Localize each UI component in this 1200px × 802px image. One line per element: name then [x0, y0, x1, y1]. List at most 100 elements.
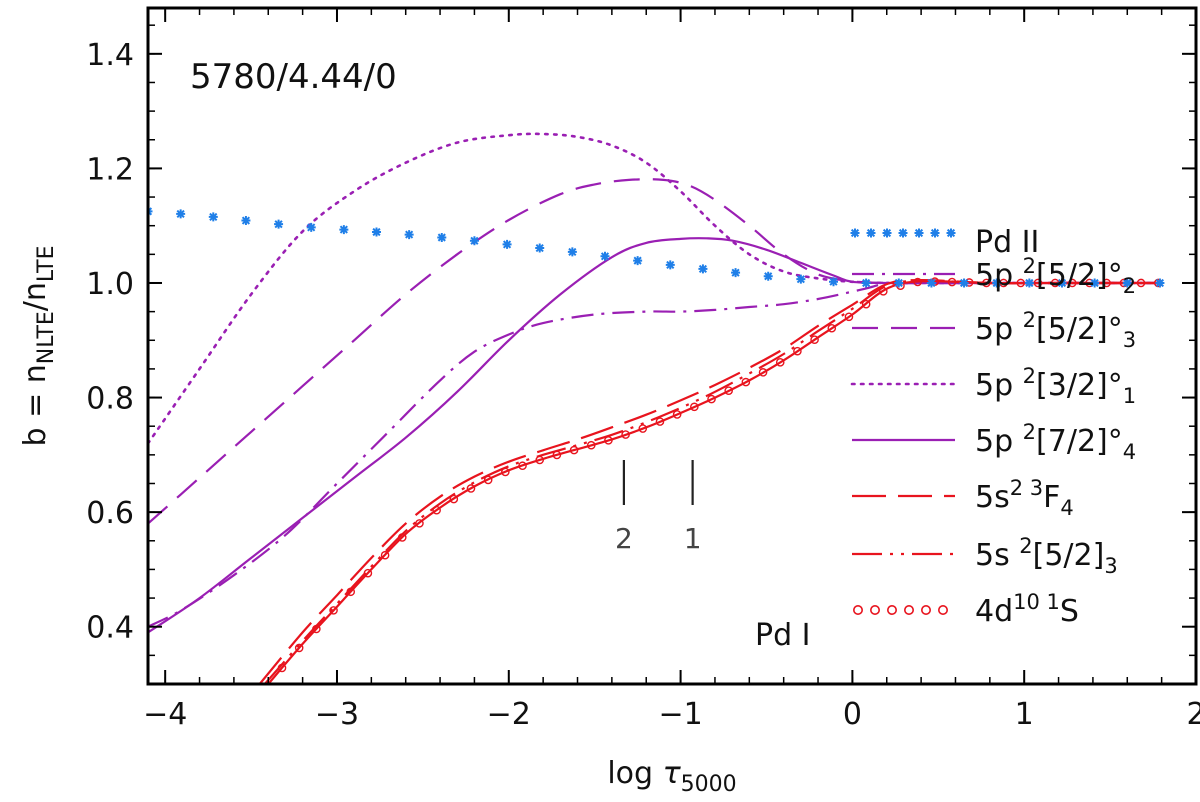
legend-label-part: 2	[1023, 364, 1036, 388]
legend-sample-circle	[903, 604, 914, 615]
pd2-data-point	[404, 230, 414, 240]
ground-state-point	[1068, 278, 1077, 288]
ground-state-point	[518, 461, 527, 471]
legend-label-part: 10 1	[1013, 590, 1060, 614]
ground-state-point	[707, 394, 716, 404]
legend-sample-circle	[852, 604, 863, 615]
y-tick-label: 0.8	[86, 382, 134, 417]
pd2-data-point	[1024, 278, 1034, 288]
x-tick-label: 2	[1186, 697, 1200, 732]
ground-state-point	[277, 663, 287, 673]
legend-sample-asterisk	[850, 228, 860, 238]
legend-sample-asterisk	[866, 228, 876, 238]
pd2-data-point	[274, 219, 284, 229]
ground-state-point	[380, 550, 390, 560]
ground-state-point	[844, 312, 854, 322]
legend-label-part: 2	[1123, 274, 1136, 298]
y-tick-label: 0.6	[86, 496, 134, 531]
legend-sample-circle	[937, 604, 948, 615]
y-axis-label: b = nNLTE/nLTE	[18, 246, 59, 447]
ground-state-point	[329, 606, 338, 615]
ground-state-point	[466, 484, 476, 493]
legend-label-part: 3	[1123, 328, 1136, 352]
ground-state-point	[604, 436, 613, 445]
series-4	[258, 278, 1162, 684]
y-axis-label-sub2: LTE	[34, 246, 59, 283]
ground-state-point	[947, 277, 957, 287]
ground-state-point	[1033, 278, 1043, 288]
x-tick-label: 0	[843, 697, 862, 732]
ground-state-point	[501, 467, 510, 477]
legend-item: 5s 2[5/2]3	[852, 534, 1118, 578]
legend-sample-circle	[886, 604, 897, 615]
legend-label-part: [5/2]	[1033, 538, 1105, 573]
ground-state-point	[655, 417, 665, 426]
legend-label-part: 2 3	[1010, 476, 1043, 500]
ground-state-point	[363, 568, 373, 578]
pd2-data-point	[567, 247, 577, 257]
ground-state-point	[672, 410, 682, 419]
legend-label-part: 1	[1123, 384, 1136, 408]
ground-state-point	[1016, 278, 1026, 288]
legend-item: 5p 2[7/2]°4	[852, 420, 1136, 464]
legend-label-part: [5/2]°	[1036, 258, 1123, 293]
legend-item: 5p 2[5/2]°2	[852, 254, 1136, 298]
pd2-data-point	[796, 274, 806, 284]
legend-label-part: [7/2]°	[1036, 424, 1123, 459]
legend-label-part: 2	[1019, 534, 1032, 558]
y-tick-label: 0.4	[86, 611, 134, 646]
pd2-data-point	[861, 278, 871, 288]
ground-state-point	[552, 450, 562, 460]
legend-label-part: F	[1043, 480, 1060, 515]
legend-label-part: S	[1060, 594, 1079, 629]
legend-sample-asterisk	[898, 228, 908, 238]
pd2-data-point	[371, 227, 381, 237]
pd2-data-point	[665, 260, 675, 270]
legend-label-part: 5p	[975, 368, 1023, 403]
legend-label: 5p 2[7/2]°4	[975, 420, 1136, 464]
y-axis-label-prefix: b = n	[18, 364, 53, 446]
ground-state-point	[483, 475, 493, 485]
ground-state-point	[449, 494, 459, 504]
pd2-data-point	[469, 236, 479, 246]
x-tick-label: −2	[487, 697, 531, 732]
ground-state-point	[638, 424, 648, 433]
pd2-data-point	[241, 216, 251, 226]
legend-sample-asterisk	[946, 228, 956, 238]
pd2-annotation: Pd II	[975, 225, 1039, 260]
tick-layer: −4 −3 −2 −1 0 1 2 0.4 0.6 0.8 1.0 1.2 1.4	[86, 8, 1200, 732]
legend-layer: 5p 2[5/2]°25p 2[5/2]°35p 2[3/2]°15p 2[7/…	[850, 228, 1136, 629]
ground-state-point	[621, 430, 630, 439]
legend-label-part: 2	[1023, 308, 1036, 332]
ground-state-point	[569, 445, 579, 455]
pd2-data-point	[926, 278, 936, 288]
ground-state-point	[346, 587, 356, 597]
legend-label: 4d10 1S	[975, 590, 1079, 629]
legend-item: 5p 2[3/2]°1	[850, 364, 1136, 408]
ground-state-point	[861, 299, 871, 309]
pd2-data-point	[1057, 278, 1067, 288]
pd1-annotation: Pd I	[755, 618, 811, 653]
ground-state-point	[690, 402, 699, 412]
ground-state-point	[982, 278, 991, 288]
depth-marker-label: 1	[684, 522, 702, 555]
ground-state-point	[586, 440, 596, 450]
ground-state-point	[810, 335, 819, 344]
x-axis-label-sub: 5000	[681, 772, 737, 797]
pd2-data-point	[600, 251, 610, 261]
ground-state-point	[724, 386, 733, 395]
pd2-data-point	[633, 256, 643, 266]
legend-label-part: 5s	[975, 480, 1010, 515]
ground-state-point	[879, 286, 888, 296]
pd2-data-point	[1122, 278, 1132, 288]
y-tick-label: 1.2	[86, 152, 134, 187]
ground-state-point	[294, 643, 304, 653]
legend-label-part: 5p	[975, 424, 1023, 459]
pd2-data-point	[731, 268, 741, 278]
legend-label: 5p 2[5/2]°2	[975, 254, 1136, 298]
legend-label-part: 4	[1123, 440, 1136, 464]
pd2-data-point	[894, 278, 904, 288]
legend-label-part: [3/2]°	[1036, 368, 1123, 403]
y-axis-label-mid: /n	[18, 282, 53, 311]
